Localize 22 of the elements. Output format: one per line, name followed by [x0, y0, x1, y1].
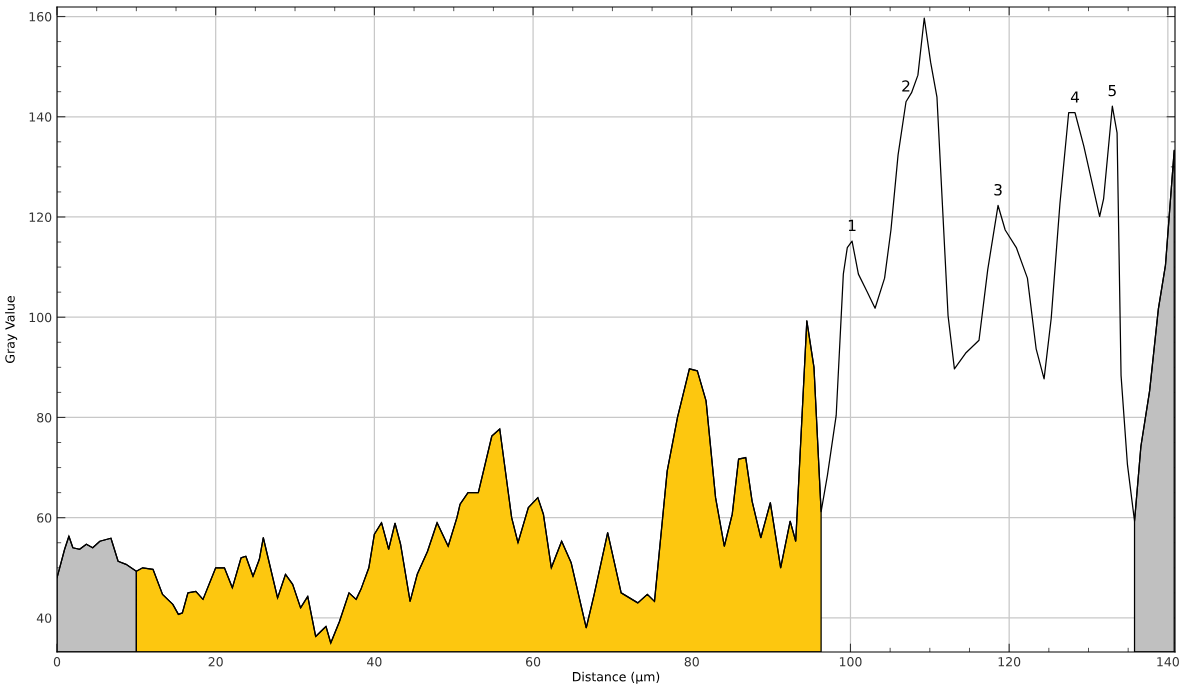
y-axis-title: Gray Value: [5, 296, 18, 363]
annotation: 4: [1070, 91, 1080, 103]
y-tick-label: 120: [29, 212, 52, 222]
x-tick-label: 120: [998, 657, 1021, 667]
x-tick-label: 140: [1157, 657, 1179, 667]
annotation: 5: [1108, 84, 1116, 97]
x-tick-label: 20: [208, 657, 223, 667]
y-tick-label: 160: [29, 11, 52, 22]
x-axis-title: Distance (µm): [572, 671, 660, 684]
y-tick-label: 60: [37, 513, 52, 523]
annotation: 3: [994, 184, 1002, 196]
x-tick-label: 0: [53, 657, 61, 667]
x-tick-label: 100: [839, 657, 862, 667]
x-tick-label: 40: [367, 657, 382, 667]
y-tick-label: 140: [29, 112, 52, 122]
y-tick-label: 100: [29, 312, 52, 323]
y-tick-label: 40: [36, 613, 52, 623]
annotation: 1: [848, 219, 856, 231]
y-tick-label: 80: [37, 412, 52, 423]
x-tick-label: 80: [684, 657, 699, 667]
annotation: 2: [902, 80, 910, 92]
x-tick-label: 60: [526, 657, 541, 667]
